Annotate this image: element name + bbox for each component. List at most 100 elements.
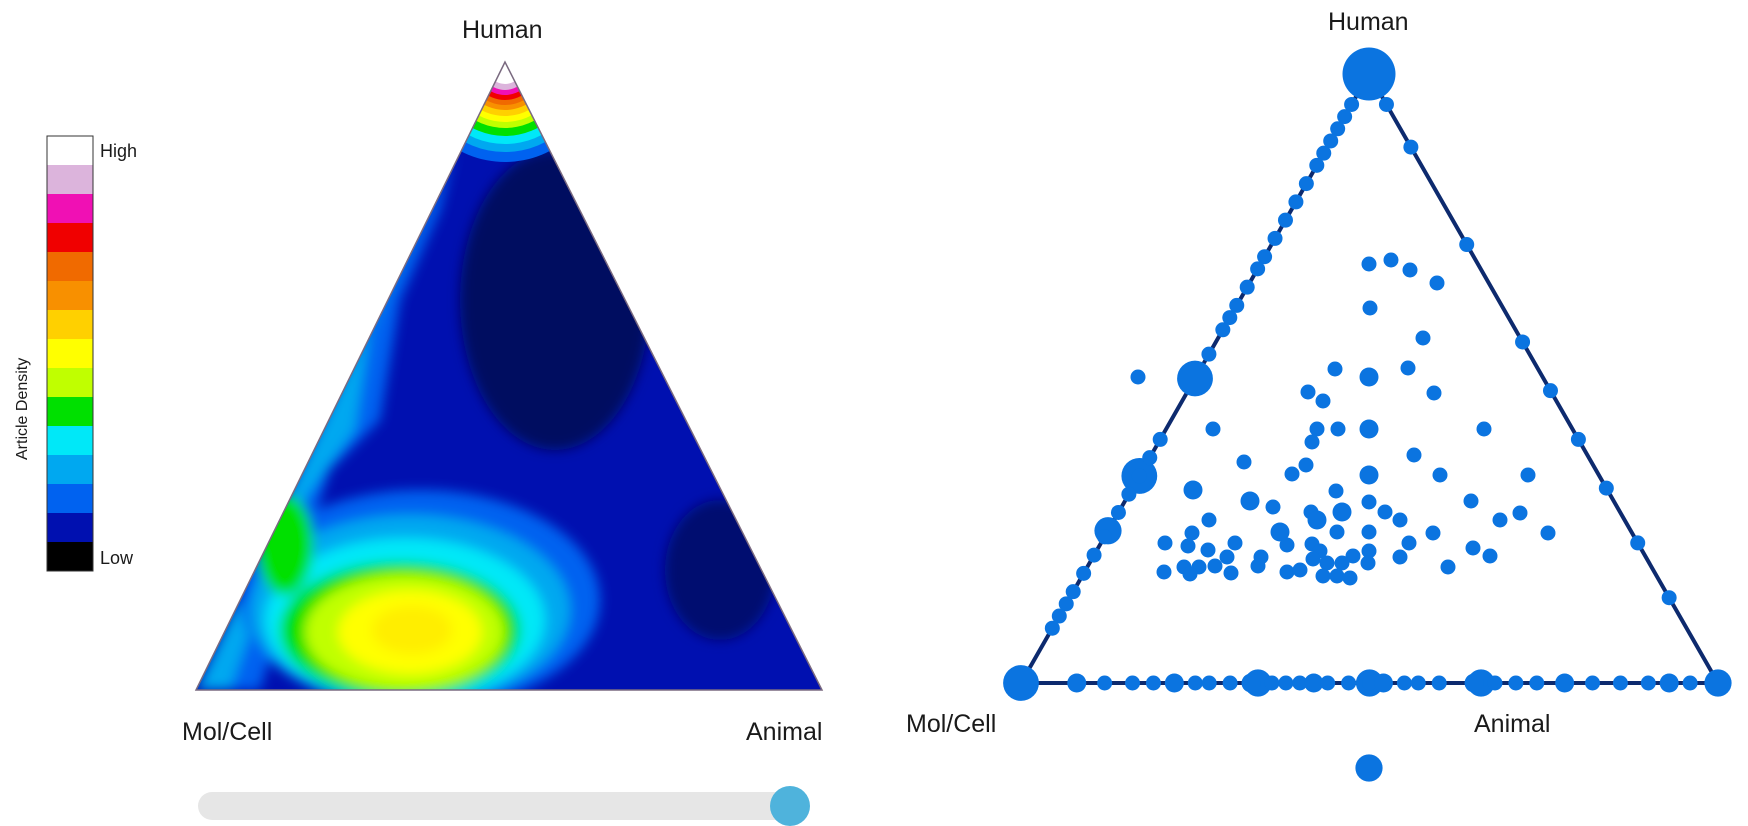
data-point [1612,675,1628,691]
data-point [1440,559,1456,575]
time-slider-thumb[interactable] [770,786,810,826]
data-point [1288,194,1304,210]
colorbar-swatch [47,542,93,571]
bubble-ternary-panel: Human Mol/Cell Animal [880,0,1748,826]
ternary-outline [194,60,824,691]
data-point [1241,673,1261,693]
data-point [1223,565,1239,581]
data-point [1121,486,1137,502]
data-point [1315,568,1331,584]
data-point [1482,548,1498,564]
vertex-label-animal: Animal [1474,710,1551,738]
data-point [1309,157,1325,173]
data-point [1402,262,1418,278]
data-point [1341,675,1357,691]
data-point [1359,367,1379,387]
data-point [1304,673,1324,693]
data-point [1342,47,1396,101]
bubble-ternary-plot [1003,47,1732,782]
density-band-top [487,62,523,84]
data-point [1182,566,1198,582]
colorbar-swatch [47,165,93,194]
data-point [1278,675,1294,691]
data-point [1463,493,1479,509]
data-point [1520,467,1536,483]
data-point [1250,558,1266,574]
data-point [1464,673,1484,693]
data-point [1359,465,1379,485]
data-point [1492,512,1508,528]
data-point [1205,421,1221,437]
colorbar-high-label: High [100,141,138,161]
data-point [1067,673,1087,693]
data-point [1345,548,1361,564]
data-point [1227,535,1243,551]
data-point [1515,334,1531,350]
data-point [1459,237,1475,253]
data-point [1487,675,1503,691]
data-point [1661,590,1677,606]
data-point [1361,543,1377,559]
data-point [1640,675,1656,691]
data-point [1222,310,1238,326]
data-point [1431,675,1447,691]
data-point [1222,675,1238,691]
data-point [1219,549,1235,565]
density-region-dark [460,150,650,450]
data-point [1319,555,1335,571]
data-point [1267,230,1283,246]
data-point [1086,547,1102,563]
colorbar-swatch [47,397,93,426]
data-point [1125,675,1141,691]
data-point [1337,109,1353,125]
data-point [1704,669,1732,697]
data-point [1392,549,1408,565]
data-point [1309,421,1325,437]
data-point [1157,535,1173,551]
colorbar-swatch [47,252,93,281]
data-point [1383,252,1399,268]
colorbar-frame [46,135,94,572]
data-point [1250,261,1266,277]
colorbar-swatch [47,368,93,397]
data-point [1400,360,1416,376]
data-point [1145,675,1161,691]
data-point [1330,121,1346,137]
data-point [1426,385,1442,401]
data-point [1265,499,1281,515]
colorbar-title: Article Density [14,357,31,460]
data-point [1184,525,1200,541]
data-point [1130,369,1146,385]
data-point [1044,620,1060,636]
colorbar-swatch [47,455,93,484]
vertex-label-human: Human [1328,8,1409,36]
data-point [1396,675,1412,691]
data-point [1051,608,1067,624]
colorbar-swatch [47,310,93,339]
colorbar-swatch [47,223,93,252]
data-point [1360,555,1376,571]
colorbar-swatch [47,281,93,310]
colorbar-swatch [47,194,93,223]
data-point [1361,524,1377,540]
density-heatmap [46,60,824,691]
data-point [1215,322,1231,338]
data-point [1410,675,1426,691]
data-point [1359,419,1379,439]
vertex-label-molcell: Mol/Cell [906,710,997,738]
data-point [1229,297,1245,313]
data-point [1304,434,1320,450]
density-region-dark [665,500,775,640]
data-point [1307,510,1327,530]
data-point [1180,538,1196,554]
data-point [1164,673,1184,693]
data-point [1240,491,1260,511]
data-point [1097,675,1113,691]
density-region-yellow [372,606,452,654]
data-point [1425,525,1441,541]
data-point [1058,596,1074,612]
time-slider-track[interactable] [198,792,808,820]
data-point [1529,675,1545,691]
data-point [1355,754,1383,782]
data-point [1429,275,1445,291]
